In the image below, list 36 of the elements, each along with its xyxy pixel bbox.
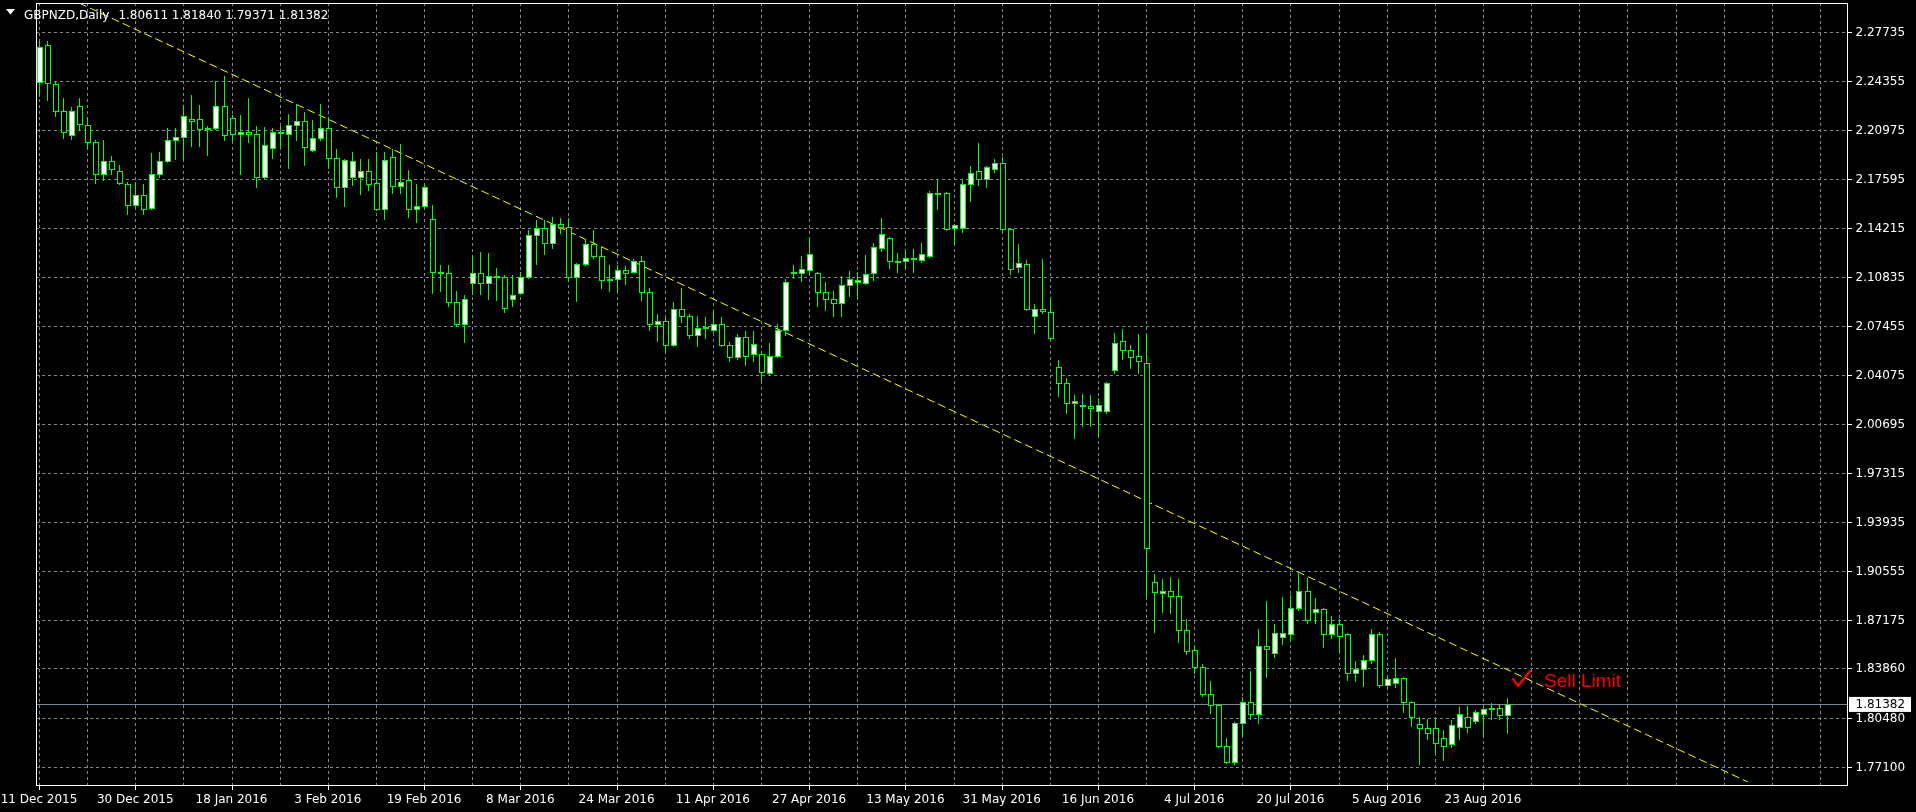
x-tick-label: 24 Mar 2016 bbox=[578, 792, 655, 806]
ref-line-label: 1.81382 bbox=[1855, 697, 1906, 712]
y-tick-label: 1.90555 bbox=[1855, 564, 1906, 579]
y-tick-label: 2.14215 bbox=[1855, 221, 1906, 236]
x-tick-label: 8 Mar 2016 bbox=[486, 792, 555, 806]
y-tick-label: 1.83860 bbox=[1855, 661, 1906, 676]
y-tick-label: 2.00695 bbox=[1855, 417, 1906, 432]
x-tick-label: 31 May 2016 bbox=[962, 792, 1041, 806]
x-tick-label: 19 Feb 2016 bbox=[386, 792, 462, 806]
y-tick-label: 1.80480 bbox=[1855, 710, 1906, 725]
x-tick-label: 5 Aug 2016 bbox=[1352, 792, 1422, 806]
x-tick-label: 27 Apr 2016 bbox=[772, 792, 847, 806]
x-tick-label: 18 Jan 2016 bbox=[195, 792, 268, 806]
x-tick-label: 20 Jul 2016 bbox=[1256, 792, 1325, 806]
y-tick-label: 1.93935 bbox=[1855, 515, 1906, 530]
y-tick-label: 1.87175 bbox=[1855, 613, 1906, 628]
y-tick-label: 2.24355 bbox=[1855, 74, 1906, 89]
x-tick-label: 30 Dec 2015 bbox=[96, 792, 174, 806]
x-tick-label: 4 Jul 2016 bbox=[1164, 792, 1225, 806]
y-tick-label: 2.17595 bbox=[1855, 172, 1906, 187]
y-tick-label: 2.10835 bbox=[1855, 270, 1906, 285]
annotation: Sell Limit bbox=[1543, 669, 1622, 691]
y-tick-label: 2.07455 bbox=[1855, 319, 1906, 334]
x-tick-label: 16 Jun 2016 bbox=[1061, 792, 1135, 806]
y-tick-label: 1.97315 bbox=[1855, 466, 1906, 481]
x-tick-label: 11 Apr 2016 bbox=[675, 792, 750, 806]
candlestick bbox=[116, 164, 123, 186]
y-tick-label: 1.77100 bbox=[1855, 759, 1906, 774]
x-tick-label: 13 May 2016 bbox=[866, 792, 945, 806]
y-tick-label: 2.20975 bbox=[1855, 123, 1906, 138]
y-tick-label: 2.27735 bbox=[1855, 25, 1906, 40]
x-tick-label: 3 Feb 2016 bbox=[294, 792, 362, 806]
y-tick-label: 2.04075 bbox=[1855, 368, 1906, 383]
x-tick-label: 23 Aug 2016 bbox=[1444, 792, 1522, 806]
x-tick-label: 11 Dec 2015 bbox=[0, 792, 78, 806]
chart-subtitle: 1.80611 1.81840 1.79371 1.81382 bbox=[118, 8, 329, 22]
